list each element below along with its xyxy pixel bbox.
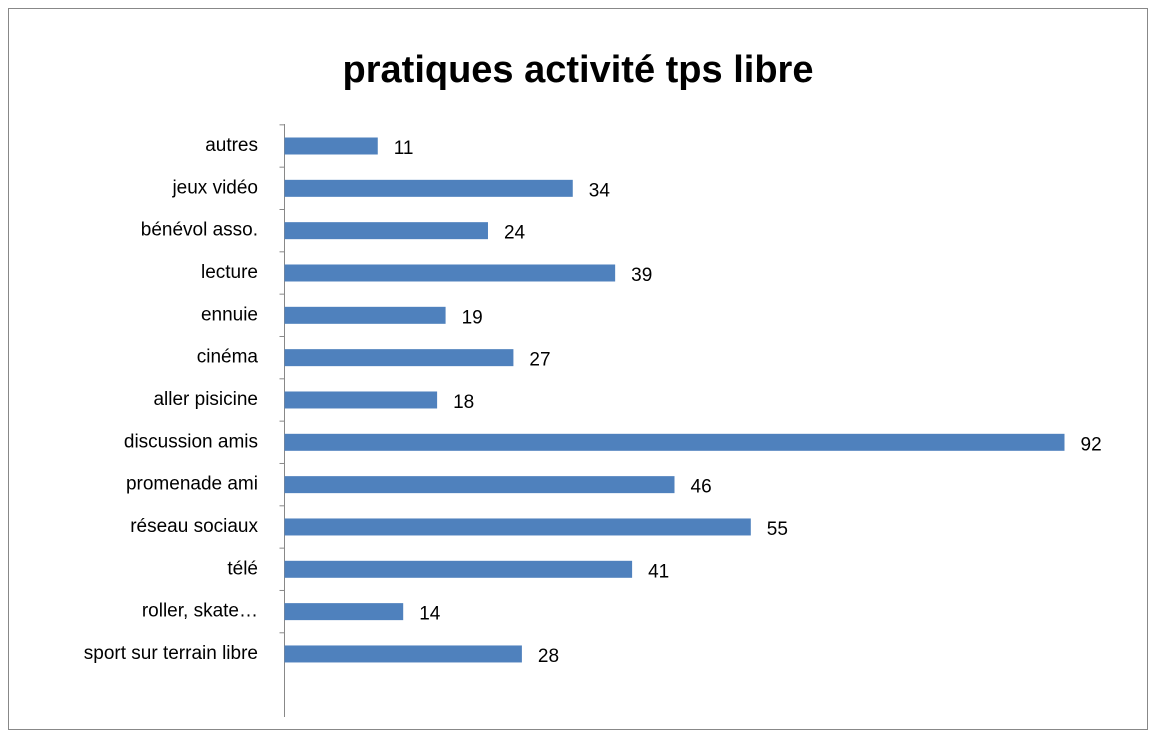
bar bbox=[284, 306, 446, 324]
bar bbox=[284, 603, 404, 621]
y-tick-label: télé bbox=[227, 558, 258, 579]
value-label: 14 bbox=[419, 604, 441, 625]
value-label: 39 bbox=[631, 265, 652, 286]
value-label: 18 bbox=[453, 392, 474, 413]
y-tick-label: ennuie bbox=[201, 304, 258, 325]
value-label: 11 bbox=[394, 138, 414, 159]
bar bbox=[284, 222, 488, 240]
chart-frame bbox=[8, 8, 1148, 730]
value-label: 24 bbox=[504, 223, 526, 244]
bar bbox=[284, 645, 522, 663]
value-label: 28 bbox=[538, 646, 559, 667]
y-tick-label: aller pisicine bbox=[153, 389, 258, 410]
value-label: 27 bbox=[529, 350, 550, 371]
bar bbox=[284, 560, 633, 578]
value-label: 19 bbox=[462, 307, 483, 328]
bar bbox=[284, 137, 378, 155]
value-label: 46 bbox=[691, 477, 712, 498]
y-tick-label: roller, skate… bbox=[142, 601, 258, 622]
bar bbox=[284, 391, 438, 409]
y-tick-label: lecture bbox=[201, 262, 258, 283]
y-tick-label: jeux vidéo bbox=[171, 177, 258, 198]
y-tick-label: réseau sociaux bbox=[130, 516, 258, 537]
value-label: 55 bbox=[767, 519, 788, 540]
bar bbox=[284, 179, 573, 197]
bar bbox=[284, 476, 675, 494]
y-tick-label: bénévol asso. bbox=[141, 220, 258, 241]
value-label: 34 bbox=[589, 180, 611, 201]
bar bbox=[284, 518, 751, 536]
y-tick-label: discussion amis bbox=[124, 431, 258, 452]
y-tick-label: autres bbox=[205, 135, 258, 156]
y-tick-label: promenade ami bbox=[126, 474, 258, 495]
y-tick-label: sport sur terrain libre bbox=[84, 643, 258, 664]
bar bbox=[284, 349, 514, 367]
value-label: 41 bbox=[648, 561, 669, 582]
chart-title: pratiques activité tps libre bbox=[343, 49, 814, 91]
value-label: 92 bbox=[1081, 434, 1102, 455]
bar bbox=[284, 264, 616, 282]
y-tick-label: cinéma bbox=[197, 347, 259, 368]
bar bbox=[284, 433, 1065, 451]
